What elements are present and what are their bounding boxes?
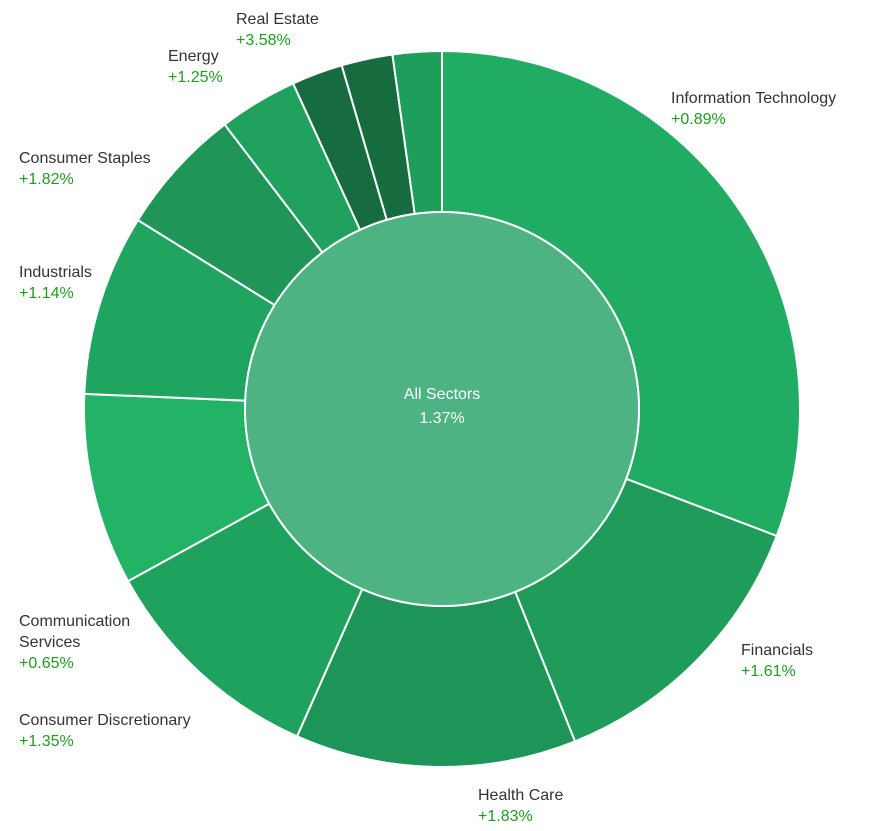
change-industrials: +1.14% [19,285,74,302]
label-energy: Energy [168,48,219,65]
change-energy: +1.25% [168,69,223,86]
label-consumer-staples: Consumer Staples [19,150,151,167]
label-industrials: Industrials [19,264,92,281]
change-health-care: +1.83% [478,808,533,825]
change-communication-services: +0.65% [19,655,74,672]
change-financials: +1.61% [741,663,796,680]
label-real-estate: Real Estate [236,11,319,28]
center-value: 1.37% [419,410,464,427]
change-consumer-discretionary: +1.35% [19,733,74,750]
change-real-estate: +3.58% [236,32,291,49]
change-consumer-staples: +1.82% [19,171,74,188]
sector-labels: Information Technology +0.89% Financials +1… [19,11,836,825]
label-communication-services-line-1: Communication [19,613,130,630]
label-information-technology: Information Technology [671,90,836,107]
change-information-technology: +0.89% [671,111,726,128]
label-communication-services-line-2: Services [19,634,80,651]
label-health-care: Health Care [478,787,563,804]
center-disc[interactable] [244,211,640,607]
center-label: All Sectors [404,386,480,403]
sector-slices [83,49,801,768]
label-consumer-discretionary: Consumer Discretionary [19,712,191,729]
label-financials: Financials [741,642,813,659]
